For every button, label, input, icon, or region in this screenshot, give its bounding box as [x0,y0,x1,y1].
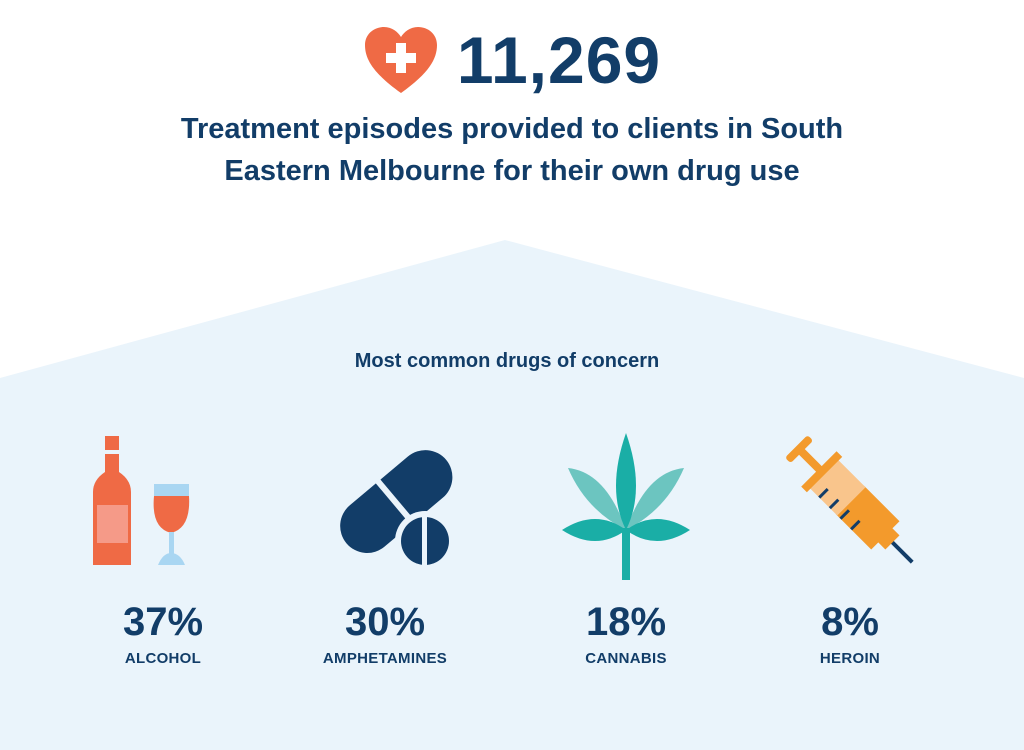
section-title: Most common drugs of concern [354,350,660,372]
alcohol-label: ALCOHOL [124,650,202,667]
cannabis-leaf-icon [562,433,690,580]
heroin-label: HEROIN [819,650,881,667]
subtitle-line-2: Eastern Melbourne for their own drug use [224,155,800,187]
alcohol-percent: 37% [122,600,204,644]
drug-item-cannabis: 18% CANNABIS [516,420,736,667]
amphetamines-percent: 30% [344,600,426,644]
drug-item-heroin: 8% HEROIN [740,420,960,667]
heroin-percent: 8% [821,600,879,644]
alcohol-icon [93,436,190,565]
heart-plus-icon [364,27,437,93]
cannabis-percent: 18% [585,600,667,644]
subtitle: Treatment episodes provided to clients i… [0,108,1024,192]
drug-item-alcohol: 37% ALCOHOL [53,420,273,667]
syringe-icon [786,436,914,564]
cannabis-label: CANNABIS [585,650,667,667]
hero: 11,269 [0,22,1024,98]
drug-item-amphetamines: 30% AMPHETAMINES [275,420,495,667]
subtitle-line-1: Treatment episodes provided to clients i… [180,113,844,145]
total-episodes: 11,269 [456,23,662,97]
pills-icon [340,450,455,571]
amphetamines-label: AMPHETAMINES [322,650,448,667]
